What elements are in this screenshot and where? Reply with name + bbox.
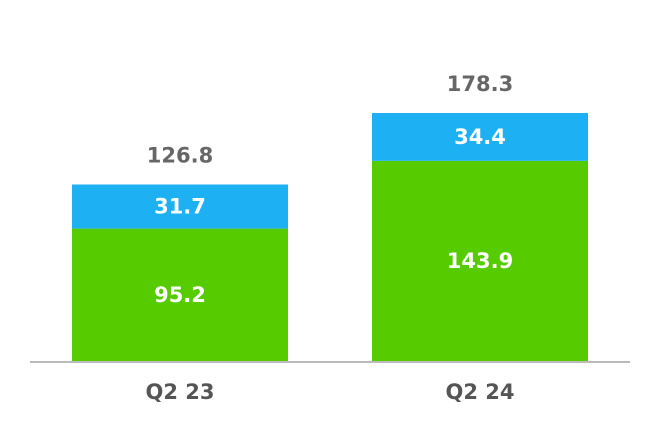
bar-segment [72,184,288,229]
bar-segment [72,228,288,361]
segment-label: 34.4 [454,125,506,149]
bar-segment [372,160,588,361]
total-label: 126.8 [147,143,213,167]
segment-label: 143.9 [447,249,513,273]
segment-label: 31.7 [154,195,206,219]
total-label: 178.3 [447,72,513,96]
bar-segment [372,113,588,161]
x-tick-label: Q2 23 [146,380,215,404]
x-tick-label: Q2 24 [446,380,515,404]
segment-label: 95.2 [154,283,206,307]
